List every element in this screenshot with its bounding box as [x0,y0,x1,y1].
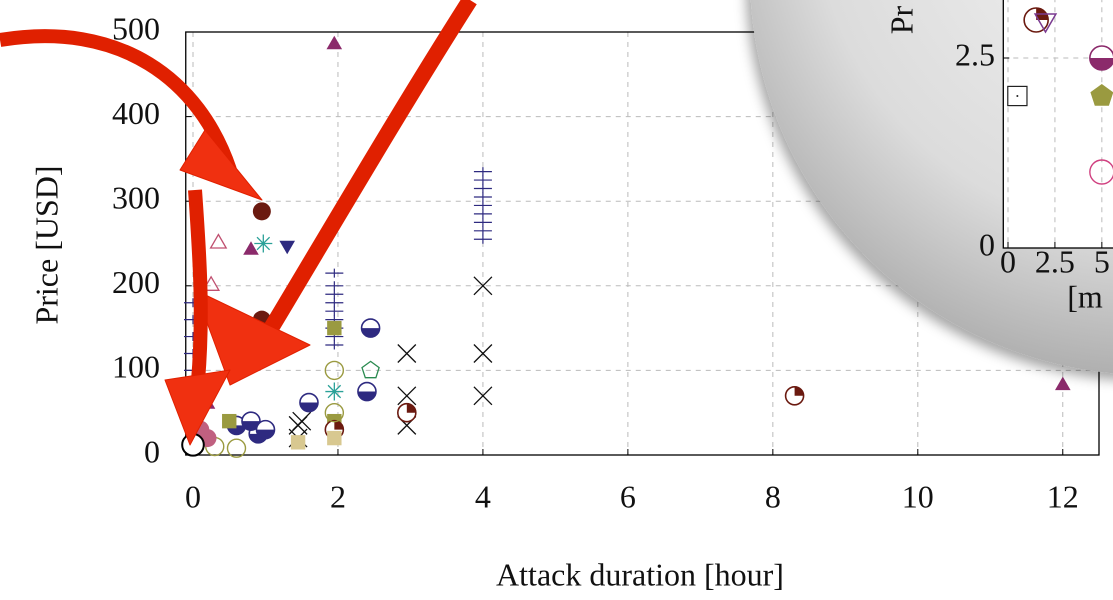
x-tick-label: 4 [475,478,491,514]
data-point [1024,8,1048,32]
marker-part [325,383,343,401]
data-point [256,421,274,439]
marker-part [254,235,272,253]
y-tick-label: 300 [112,180,160,216]
data-point [358,383,376,401]
data-point [222,414,236,428]
marker-part [327,431,341,445]
x-tick-label: 2 [330,478,346,514]
x-axis-label: Attack duration [hour] [496,556,784,592]
x-axis-label: [m [1067,278,1103,314]
data-point [291,435,305,449]
data-point [253,202,271,220]
data-point [1090,46,1113,70]
data-point [327,321,341,335]
y-tick-label: 200 [112,264,160,300]
data-point [362,319,380,337]
y-tick-label: 0 [979,226,995,262]
y-tick-label: 0 [144,433,160,469]
y-tick-label: 100 [112,349,160,385]
data-point [327,431,341,445]
y-axis-label: Pr [883,5,919,34]
y-axis-label: Price [USD] [28,165,64,324]
x-tick-label: 0 [1000,243,1016,279]
marker-part [327,321,341,335]
x-tick-label: 5 [1094,243,1110,279]
data-point [300,394,318,412]
x-tick-label: 2.5 [1035,243,1075,279]
x-tick-label: 8 [765,478,781,514]
x-tick-label: 12 [1047,478,1079,514]
y-tick-label: 500 [112,10,160,46]
data-point [398,404,416,422]
x-tick-label: 6 [620,478,636,514]
marker-part [1016,95,1018,97]
x-tick-label: 0 [185,478,201,514]
chart: 0246810120100200300400500Attack duration… [0,0,1113,600]
data-point [786,387,804,405]
marker-part [253,202,271,220]
marker-part [291,435,305,449]
data-point [254,235,272,253]
data-point [325,383,343,401]
plot-area [1003,0,1113,248]
y-tick-label: 2.5 [955,36,995,72]
y-tick-label: 400 [112,95,160,131]
x-tick-label: 10 [902,478,934,514]
data-point [1008,86,1027,105]
marker-part [222,414,236,428]
